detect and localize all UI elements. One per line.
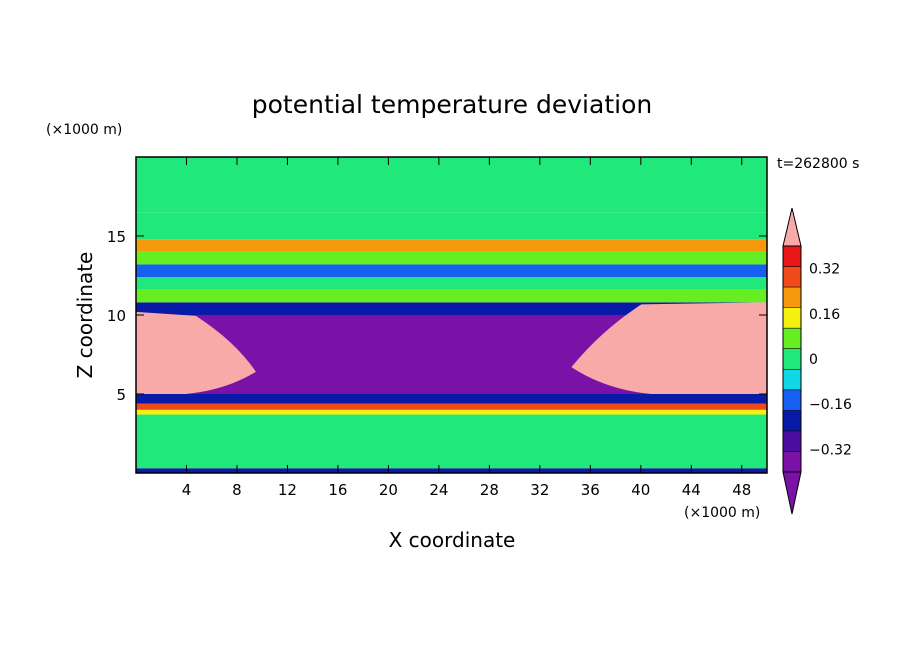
colorbar-segment	[783, 246, 801, 267]
x-tick-label: 16	[328, 481, 347, 499]
colorbar-segment	[783, 266, 801, 288]
warm-region-1	[571, 302, 767, 394]
colorbar: 0.32 0.16 0 −0.16 −0.32	[782, 207, 852, 515]
colorbar-tick-label: −0.16	[809, 397, 852, 413]
x-tick-label: 8	[232, 481, 242, 499]
colorbar-segment	[783, 451, 801, 472]
band-8	[136, 277, 767, 290]
x-tick-label: 40	[631, 481, 650, 499]
x-tick-label: 44	[682, 481, 701, 499]
band-4	[136, 394, 767, 404]
warm-region-0	[136, 311, 256, 394]
y-tick-label: 10	[107, 307, 126, 325]
x-unit-label: (×1000 m)	[684, 505, 760, 521]
band-11	[136, 239, 767, 252]
y-axis: 5 10 15	[107, 228, 767, 404]
colorbar-tick-label: 0	[809, 352, 818, 368]
colorbar-segment	[783, 348, 801, 370]
x-tick-label: 48	[732, 481, 751, 499]
colorbar-tick-label: 0.16	[809, 307, 840, 323]
colorbar-segment	[783, 389, 801, 411]
colorbar-segment	[783, 369, 801, 390]
band-0	[136, 468, 767, 473]
band-10	[136, 251, 767, 265]
colorbar-frame	[782, 245, 802, 473]
band-1	[136, 414, 767, 469]
y-tick-label: 15	[107, 228, 126, 246]
band-2	[136, 409, 767, 415]
band-7	[136, 289, 767, 303]
band-3	[136, 403, 767, 410]
colorbar-over-arrow	[782, 207, 802, 247]
band-9	[136, 264, 767, 278]
x-tick-label: 4	[182, 481, 192, 499]
colorbar-segment	[783, 328, 801, 349]
y-unit-label: (×1000 m)	[46, 122, 122, 138]
chart-title: potential temperature deviation	[252, 90, 652, 119]
y-axis-label: Z coordinate	[73, 252, 97, 379]
band-12	[136, 212, 767, 240]
colorbar-tick-label: −0.32	[809, 442, 852, 458]
colorbar-tick-label: 0.32	[809, 262, 840, 278]
cold-core	[262, 315, 566, 387]
x-tick-label: 28	[480, 481, 499, 499]
colorbar-segment	[783, 430, 801, 452]
time-label: t=262800 s	[777, 156, 859, 172]
x-axis-label: X coordinate	[389, 528, 516, 552]
x-axis: 4 8 12 16 20 24 28 32 36 40 44 48	[182, 157, 751, 499]
x-tick-label: 36	[581, 481, 600, 499]
anomaly-regions	[136, 302, 767, 394]
colorbar-under-arrow	[782, 471, 802, 515]
colorbar-segment	[783, 410, 801, 431]
x-tick-label: 20	[379, 481, 398, 499]
x-tick-label: 24	[429, 481, 448, 499]
x-tick-label: 32	[530, 481, 549, 499]
colorbar-segment	[783, 287, 801, 308]
colorbar-segment	[783, 307, 801, 329]
band-6	[136, 302, 767, 315]
x-tick-label: 12	[278, 481, 297, 499]
y-tick-label: 5	[116, 386, 126, 404]
band-13	[136, 157, 767, 213]
